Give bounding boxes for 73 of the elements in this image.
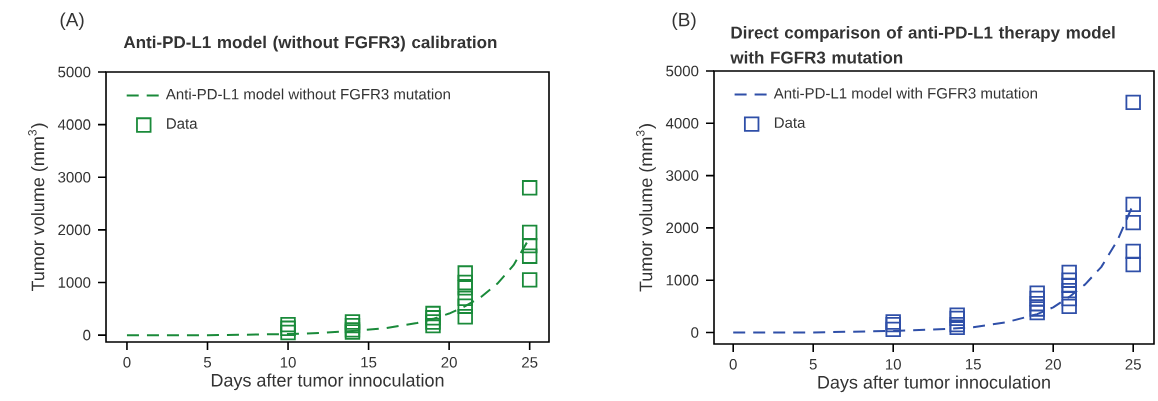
y-tick-label: 3000 [666,170,699,181]
legend-label: Data [167,118,198,129]
legend-label: Anti-PD-L1 model without FGFR3 mutation [165,88,450,100]
point [521,237,538,254]
point [1029,296,1045,312]
point [1029,301,1045,317]
legend-label: Data [774,117,806,128]
point [1125,256,1141,273]
point [1125,243,1141,260]
x-tick-label: 5 [203,357,212,368]
x-axis-title: Days after tumor innoculation [211,373,444,391]
y-tick-label: 3000 [58,171,91,183]
point [521,224,538,241]
point [949,307,965,323]
point [457,265,473,281]
point [344,314,361,330]
y-tick-label: 5000 [666,65,699,77]
point [457,280,473,296]
chart-title: Direct comparison of anti-PD-L1 therapy model with FGFR3 mutation [730,26,1115,64]
text: (A) [60,12,84,31]
x-tick-label: 10 [280,357,296,368]
point [1061,290,1077,307]
x-tick-label: 20 [441,357,457,368]
y-tick-label: 0 [83,329,91,341]
point [344,317,361,334]
point [457,298,473,314]
x-tick-label: 15 [965,359,981,370]
point [1029,285,1045,301]
point [1061,282,1077,299]
point [885,321,901,338]
text: (B) [672,12,696,31]
legend-label: Anti-PD-L1 model with FGFR3 mutation [773,87,1037,99]
x-tick-label: 5 [809,359,817,370]
y-tick-label: 1000 [58,277,91,288]
x-tick-label: 25 [522,357,538,368]
x-axis-title: Days after tumor innoculation [818,375,1050,393]
y-tick-label: 1000 [666,274,699,286]
point [425,305,441,322]
y-axis-title: Tumor volume (mm$^{3}$) [636,124,656,292]
x-tick-label: 25 [1125,359,1141,370]
point [280,320,296,336]
point [521,272,538,288]
x-tick-label: 0 [123,357,131,368]
x-tick-label: 10 [885,359,901,370]
x-tick-label: 0 [729,359,737,370]
point [1061,272,1077,288]
point [1029,304,1045,321]
point [425,310,441,326]
y-tick-label: 4000 [665,117,699,129]
chart-title: Anti-PD-L1 model (without FGFR3) calibration [123,35,497,52]
point [457,309,473,325]
point [521,248,538,264]
point [1125,214,1141,231]
y-axis-title: Tumor volume (mm$^{3}$) [28,123,48,292]
x-tick-label: 15 [361,357,377,368]
point [457,290,473,307]
x-tick-label: 20 [1045,359,1061,370]
point [425,314,441,330]
point [280,324,296,341]
point [521,180,538,196]
y-tick-label: 4000 [57,119,91,130]
point [1125,94,1141,111]
point [425,317,441,334]
point [1029,290,1045,307]
point [280,316,296,333]
y-tick-label: 2000 [666,222,699,234]
point [1061,298,1077,315]
point [1125,196,1141,213]
point [457,274,473,291]
y-tick-label: 0 [691,327,699,338]
y-tick-label: 2000 [58,224,91,236]
point [949,310,965,327]
y-tick-label: 5000 [58,66,91,78]
